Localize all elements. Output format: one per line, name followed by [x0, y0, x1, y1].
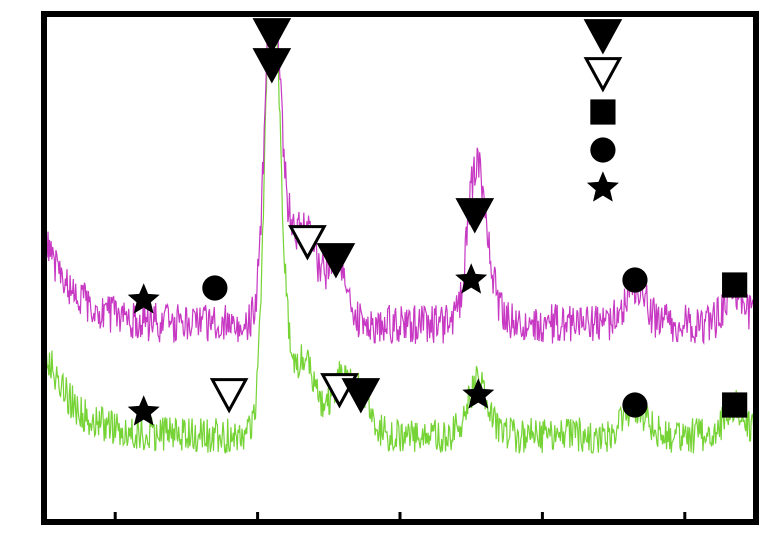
- peak-marker-square_filled: [722, 272, 747, 297]
- peak-marker-circle_filled: [622, 267, 647, 292]
- xrd-chart: [0, 0, 768, 542]
- peak-marker-circle_filled: [202, 275, 227, 300]
- legend-marker-square_filled: [590, 99, 615, 124]
- peak-marker-square_filled: [722, 392, 747, 417]
- peak-marker-circle_filled: [622, 392, 647, 417]
- legend-marker-circle_filled: [590, 137, 615, 162]
